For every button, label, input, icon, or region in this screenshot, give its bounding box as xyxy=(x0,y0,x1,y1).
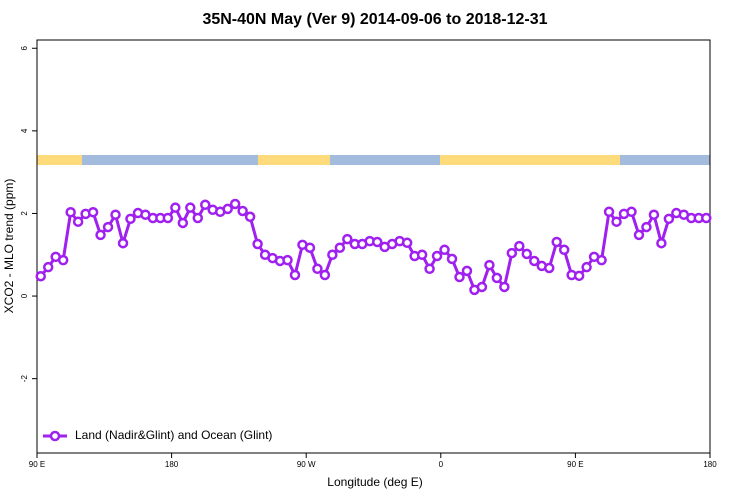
point xyxy=(192,212,204,224)
point xyxy=(327,249,338,261)
point xyxy=(521,248,533,260)
point xyxy=(65,206,76,218)
point xyxy=(222,203,233,215)
point xyxy=(177,217,189,229)
point xyxy=(626,206,637,218)
y-tick-label: 0 xyxy=(20,293,29,298)
plot-frame xyxy=(36,39,711,454)
x-tick-label: 90 E xyxy=(567,460,583,469)
point xyxy=(641,221,652,233)
point xyxy=(319,269,331,281)
point xyxy=(439,244,450,256)
point xyxy=(491,272,503,284)
point xyxy=(312,263,323,275)
y-axis-label: XCO2 - MLO trend (ppm) xyxy=(2,179,16,314)
y-tick-label: -2 xyxy=(20,375,29,383)
point xyxy=(185,202,196,213)
point xyxy=(282,254,293,266)
x-tick-label: 180 xyxy=(165,460,179,469)
point xyxy=(446,253,458,265)
point xyxy=(371,236,383,248)
point xyxy=(237,205,248,217)
point xyxy=(252,238,263,250)
point xyxy=(102,221,114,233)
point xyxy=(506,247,518,259)
point xyxy=(424,263,435,275)
point xyxy=(484,259,495,271)
point xyxy=(573,270,585,282)
x-axis-label: Longitude (deg E) xyxy=(327,475,422,489)
point xyxy=(42,261,54,273)
point xyxy=(170,202,181,213)
point xyxy=(57,254,69,266)
point xyxy=(529,255,540,267)
point xyxy=(558,244,570,256)
y-tick-label: 4 xyxy=(20,128,29,133)
point xyxy=(701,212,712,224)
point xyxy=(229,198,241,210)
x-tick-label: 180 xyxy=(703,460,717,469)
chart-title: 35N-40N May (Ver 9) 2014-09-06 to 2018-1… xyxy=(202,11,547,28)
point xyxy=(514,240,525,252)
point xyxy=(117,237,129,249)
point xyxy=(454,271,465,283)
x-tick-label: 90 E xyxy=(29,460,45,469)
point xyxy=(334,242,346,253)
point xyxy=(543,262,555,274)
point xyxy=(110,209,121,220)
point xyxy=(648,209,660,220)
point xyxy=(244,211,256,223)
point xyxy=(581,261,592,273)
x-tick-label: 0 xyxy=(439,460,444,469)
point xyxy=(125,213,136,225)
point xyxy=(476,281,488,293)
point xyxy=(633,229,645,241)
point xyxy=(603,206,615,218)
point xyxy=(656,237,667,249)
legend-label: Land (Nadir&Glint) and Ocean (Glint) xyxy=(75,428,272,442)
point xyxy=(499,281,510,293)
point xyxy=(87,206,99,218)
point xyxy=(551,236,562,248)
legend-marker xyxy=(49,430,61,442)
point xyxy=(95,229,106,241)
point xyxy=(200,199,211,211)
point xyxy=(461,265,473,277)
point xyxy=(289,269,301,281)
land-ocean-strip xyxy=(37,155,710,165)
point xyxy=(431,250,443,262)
point xyxy=(72,216,84,227)
point xyxy=(596,254,607,266)
point xyxy=(342,233,353,245)
y-tick-label: 6 xyxy=(20,45,29,50)
point xyxy=(304,242,316,253)
point xyxy=(611,216,622,227)
point xyxy=(416,249,428,261)
y-tick-label: 2 xyxy=(20,211,29,216)
point xyxy=(35,270,46,282)
point xyxy=(663,213,675,225)
point xyxy=(162,212,174,224)
x-tick-label: 90 W xyxy=(297,460,316,469)
point xyxy=(401,237,413,249)
